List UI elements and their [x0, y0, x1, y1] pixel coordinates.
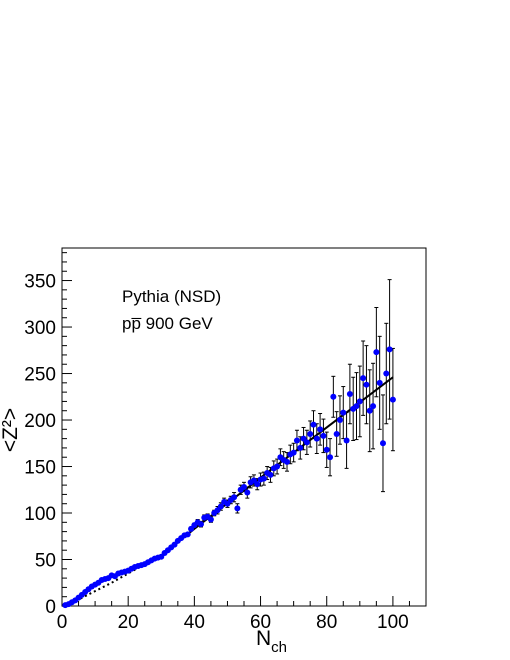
data-point — [327, 454, 334, 461]
x-tick-label: 20 — [118, 612, 139, 633]
data-point — [346, 390, 353, 397]
error-bars — [189, 279, 395, 532]
y-tick-label: 350 — [24, 272, 56, 293]
data-point — [267, 471, 274, 478]
data-point — [241, 483, 247, 490]
plot-frame — [61, 247, 427, 607]
data-point — [336, 417, 343, 424]
data-point — [260, 475, 267, 482]
data-point — [373, 349, 380, 356]
data-point — [297, 444, 304, 451]
data-point — [217, 503, 224, 510]
data-point — [307, 430, 314, 437]
x-tick-label: 80 — [316, 612, 337, 633]
y-tick-label: 0 — [45, 597, 56, 618]
data-point — [207, 516, 214, 523]
data-point — [330, 393, 337, 400]
data-points — [62, 346, 396, 609]
data-point — [274, 463, 281, 470]
data-point — [363, 381, 370, 388]
x-tick-label: 60 — [250, 612, 271, 633]
data-point — [323, 446, 330, 453]
x-tick-label: 40 — [184, 612, 205, 633]
data-point — [353, 403, 360, 410]
data-point — [234, 505, 241, 512]
data-point — [389, 396, 396, 403]
data-point — [333, 430, 340, 437]
data-point — [313, 435, 320, 442]
x-tick-label: 100 — [377, 612, 409, 633]
data-point — [293, 437, 300, 444]
data-point — [366, 407, 373, 414]
x-tick-label: 0 — [57, 612, 68, 633]
x-axis: 0 20 40 60 80 100 — [57, 596, 427, 633]
x-axis-title-main: N — [256, 627, 271, 650]
y-tick-label: 150 — [24, 458, 56, 479]
y-tick-label: 100 — [24, 504, 56, 525]
y-tick-label: 200 — [24, 411, 56, 432]
y-tick-label: 50 — [35, 551, 56, 572]
data-point — [383, 370, 390, 377]
data-point — [343, 437, 350, 444]
data-point — [376, 379, 383, 386]
data-point — [320, 432, 327, 439]
annotation-energy: pp̅ 900 GeV — [122, 314, 213, 333]
data-point — [197, 521, 204, 528]
data-point — [303, 439, 310, 446]
data-point — [231, 494, 238, 501]
data-point — [317, 426, 324, 433]
x-axis-title: Nch — [256, 627, 287, 656]
data-point — [244, 489, 251, 496]
data-point — [310, 421, 317, 428]
y-axis: 0 50 100 150 200 250 300 350 — [24, 252, 72, 618]
data-point — [184, 531, 191, 538]
y-axis-title: <Z²> — [0, 408, 22, 452]
data-point — [284, 458, 291, 465]
data-point — [386, 346, 393, 353]
data-point — [254, 481, 261, 488]
data-point — [356, 398, 363, 405]
data-point — [360, 375, 367, 382]
data-point — [370, 403, 377, 410]
data-point — [379, 440, 386, 447]
annotation-generator: Pythia (NSD) — [122, 287, 221, 306]
y-tick-label: 300 — [24, 318, 56, 339]
data-point — [340, 409, 347, 416]
x-axis-title-sub: ch — [271, 639, 287, 656]
data-point — [290, 449, 297, 456]
y-tick-label: 250 — [24, 365, 56, 386]
